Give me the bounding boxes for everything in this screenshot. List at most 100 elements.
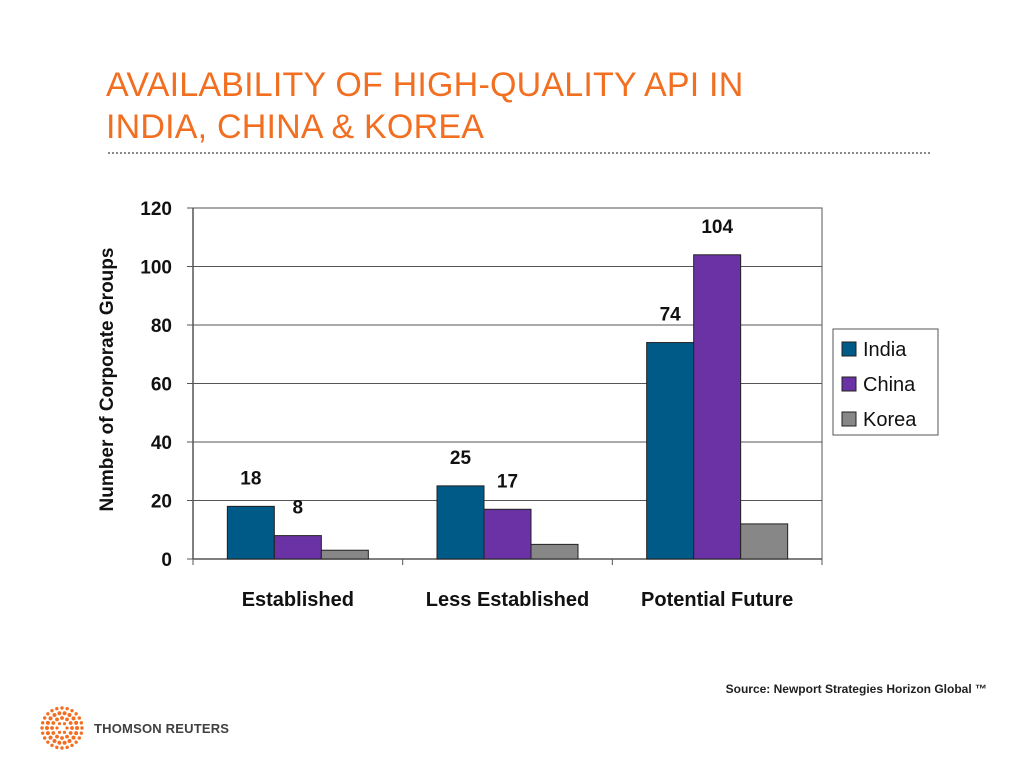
logo-dot — [46, 740, 50, 744]
bar-india — [226, 505, 275, 560]
logo-dot — [52, 738, 57, 743]
logo-dot — [45, 720, 50, 725]
data-label: 25 — [450, 448, 472, 469]
source-note: Source: Newport Strategies Horizon Globa… — [725, 682, 987, 696]
data-label: 104 — [701, 217, 733, 238]
logo-dot — [50, 743, 54, 748]
logo-dot — [40, 731, 45, 735]
bar-china — [693, 254, 742, 560]
logo-dot — [74, 712, 78, 716]
logo-dot — [79, 731, 84, 735]
logo-dot — [55, 706, 59, 711]
logo-dot — [60, 746, 64, 750]
logo-dot — [55, 726, 59, 730]
logo-dot — [77, 716, 82, 720]
bar-china — [273, 535, 322, 560]
legend-label-india: India — [863, 339, 907, 361]
logo-dot — [65, 745, 69, 750]
bar-china — [483, 508, 532, 560]
logo-dot — [70, 726, 74, 730]
logo-dot — [65, 726, 69, 730]
x-tick-label: Potential Future — [641, 589, 793, 611]
logo-dot — [51, 731, 56, 735]
x-tick-label: Established — [242, 589, 354, 611]
y-tick-label: 120 — [140, 199, 172, 220]
logo-dot — [65, 706, 69, 711]
data-label: 18 — [240, 468, 261, 489]
logo-dot — [68, 731, 73, 735]
logo-dot — [50, 708, 54, 713]
logo-dot — [77, 736, 82, 740]
y-tick-label: 0 — [161, 550, 172, 571]
data-label: 8 — [293, 498, 304, 519]
logo-dot — [79, 721, 84, 725]
bar-chart: 0 20 40 60 80 100 120 Number of Corporate Group… — [97, 199, 939, 611]
data-label: 17 — [497, 471, 518, 492]
logo-dot — [40, 726, 44, 730]
legend-swatch-korea — [841, 411, 857, 427]
logo-dot — [50, 726, 54, 730]
y-tick-label: 40 — [151, 433, 172, 454]
title-line-2: INDIA, CHINA & KOREA — [106, 108, 485, 146]
logo-dot — [74, 720, 79, 725]
logo-dot — [48, 716, 53, 721]
y-tick-label: 60 — [151, 375, 172, 396]
thomson-reuters-logo-icon — [40, 706, 84, 750]
slide-title: AVAILABILITY OF HIGH-QUALITY API IN INDI… — [106, 64, 946, 148]
bar-korea — [740, 523, 789, 560]
bar-india — [646, 342, 695, 560]
logo-dot — [70, 708, 74, 713]
logo-dot — [60, 716, 64, 720]
bar-korea — [320, 549, 369, 560]
logo-dot — [70, 743, 74, 748]
legend-swatch-china — [841, 376, 857, 392]
title-divider — [108, 152, 930, 154]
y-tick-label: 20 — [151, 492, 172, 513]
logo-dot — [46, 712, 50, 716]
logo-dot — [42, 736, 47, 740]
bar-korea — [530, 543, 579, 560]
logo-dot — [71, 716, 76, 721]
logo-dot — [74, 731, 79, 736]
logo-dot — [80, 726, 84, 730]
logo-dot — [65, 717, 69, 722]
legend-swatch-india — [841, 341, 857, 357]
logo-dot — [60, 706, 64, 710]
legend-label-korea: Korea — [863, 409, 917, 431]
data-label: 74 — [660, 305, 682, 326]
logo-dot — [57, 730, 62, 734]
logo-dot — [52, 713, 57, 718]
logo-dot — [62, 740, 67, 745]
logo-dot — [67, 738, 72, 743]
legend-label-china: China — [863, 374, 916, 396]
y-axis-label: Number of Corporate Groups — [97, 248, 118, 512]
logo-dot — [60, 736, 64, 740]
logo-dot — [71, 735, 76, 740]
y-tick-label: 100 — [140, 258, 172, 279]
logo-dot — [42, 716, 47, 720]
logo-dot — [55, 717, 59, 722]
logo-dot — [57, 722, 62, 726]
logo-dot — [57, 711, 62, 716]
logo-dot — [45, 726, 49, 730]
logo-dot — [62, 711, 67, 716]
logo-dot — [48, 735, 53, 740]
logo-dot — [40, 721, 45, 725]
logo-dot — [57, 740, 62, 745]
logo-dot — [51, 721, 56, 725]
logo-dot — [65, 734, 69, 739]
title-line-1: AVAILABILITY OF HIGH-QUALITY API IN — [106, 66, 744, 104]
logo-dot — [75, 726, 79, 730]
y-tick-label: 80 — [151, 316, 172, 337]
brand-name: THOMSON REUTERS — [94, 721, 230, 736]
bar-india — [436, 485, 485, 560]
logo-dot — [55, 734, 59, 739]
logo-dot — [55, 745, 59, 750]
logo-dot — [45, 731, 50, 736]
logo-dot — [68, 721, 73, 725]
logo-dot — [62, 730, 67, 734]
logo-dot — [67, 713, 72, 718]
x-tick-label: Less Established — [426, 589, 589, 611]
logo-dot — [62, 722, 67, 726]
logo-dot — [74, 740, 78, 744]
